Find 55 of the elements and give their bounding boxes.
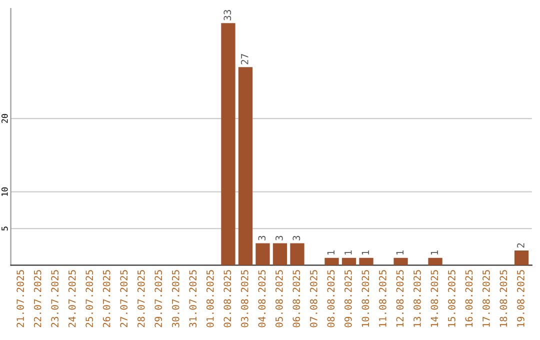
x-tick-label: 26.07.2025: [102, 270, 110, 328]
data-label: 1: [430, 250, 438, 254]
x-tick-label: 09.08.2025: [344, 270, 352, 328]
x-tick-label: 01.08.2025: [206, 270, 214, 328]
data-label: 1: [362, 250, 369, 254]
bar: [256, 243, 270, 266]
data-label: 3: [258, 236, 266, 240]
x-tick-label: 31.07.2025: [189, 270, 197, 328]
bar: [342, 258, 356, 266]
bar: [221, 23, 236, 266]
y-tick-label: 5: [2, 226, 8, 230]
x-tick-label: 11.08.2025: [379, 270, 386, 327]
x-tick-label: 17.08.2025: [482, 270, 490, 327]
x-tick-label: 10.08.2025: [362, 270, 370, 327]
y-tick-label: 20: [1, 114, 8, 123]
x-tick-label: 18.08.2025: [500, 270, 508, 327]
bar: [428, 258, 442, 266]
data-label: 33: [224, 10, 232, 20]
x-tick-label: 16.08.2025: [465, 270, 473, 327]
x-tick-label: 14.08.2025: [430, 270, 438, 327]
data-label: 1: [344, 250, 352, 254]
bar: [272, 243, 288, 266]
data-label: 3: [275, 236, 283, 240]
x-tick-label: 28.07.2025: [137, 270, 145, 328]
bar: [359, 258, 374, 266]
x-tick-label: 07.08.2025: [310, 270, 318, 328]
y-tick-label: 10: [1, 187, 8, 196]
x-tick-label: 30.07.2025: [172, 270, 180, 328]
x-tick-label: 05.08.2025: [275, 270, 283, 328]
x-tick-label: 06.08.2025: [292, 270, 300, 328]
x-tick-label: 02.08.2025: [224, 270, 232, 328]
x-tick-label: 23.07.2025: [51, 270, 59, 328]
data-label: 27: [240, 54, 248, 64]
x-tick-label: 13.08.2025: [414, 270, 421, 327]
bar: [514, 250, 529, 266]
x-tick-label: 29.07.2025: [154, 270, 162, 328]
x-tick-label: 21.07.2025: [16, 270, 24, 328]
bar: [324, 258, 339, 266]
x-tick-label: 19.08.2025: [517, 270, 524, 327]
data-label: 3: [292, 236, 300, 240]
bar: [394, 258, 408, 266]
data-label: 1: [396, 250, 404, 254]
x-tick-label: 24.07.2025: [68, 270, 76, 328]
data-label: 2: [517, 243, 524, 248]
x-tick-label: 27.07.2025: [120, 270, 128, 328]
x-tick-label: 04.08.2025: [258, 270, 266, 328]
data-label: 1: [327, 250, 334, 254]
bar: [290, 243, 304, 266]
bar: [238, 67, 253, 266]
x-tick-label: 22.07.2025: [34, 270, 42, 328]
x-tick-label: 03.08.2025: [240, 270, 248, 328]
x-tick-label: 12.08.2025: [396, 270, 404, 327]
x-tick-label: 15.08.2025: [448, 270, 456, 327]
x-tick-label: 08.08.2025: [327, 270, 335, 328]
x-tick-label: 25.07.2025: [86, 270, 94, 328]
